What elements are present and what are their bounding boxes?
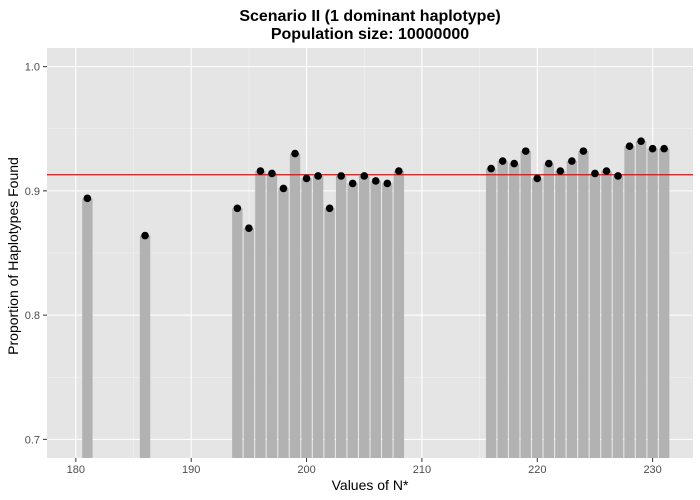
data-point: [660, 144, 668, 153]
bar: [578, 151, 589, 458]
data-point: [521, 147, 530, 155]
bar: [347, 183, 358, 458]
data-point: [83, 194, 92, 203]
bar: [509, 163, 520, 458]
x-tick-label: 220: [528, 464, 546, 476]
bar: [612, 175, 624, 458]
bar: [658, 148, 670, 459]
bar: [624, 146, 635, 458]
bar: [312, 175, 324, 458]
data-point: [360, 172, 369, 180]
bar: [359, 175, 370, 458]
data-point: [602, 167, 611, 175]
bar: [555, 171, 566, 458]
data-point: [648, 144, 657, 153]
x-tick-label: 230: [643, 464, 661, 476]
data-point: [510, 159, 518, 168]
chart-title-line1: Scenario II (1 dominant haplotype): [239, 8, 500, 25]
x-tick-label: 190: [182, 464, 200, 476]
data-point: [141, 231, 149, 240]
data-point: [268, 169, 276, 178]
bar: [589, 173, 601, 458]
data-point: [545, 159, 553, 168]
y-tick-label: 0.7: [25, 434, 40, 446]
data-point: [383, 179, 392, 188]
y-tick-label: 0.9: [25, 186, 40, 198]
bar: [266, 173, 278, 458]
bar: [520, 151, 531, 458]
bar: [335, 175, 347, 458]
bar: [532, 178, 543, 459]
bar: [289, 153, 301, 458]
bar: [232, 208, 243, 458]
bars: [82, 141, 670, 459]
data-point: [395, 167, 403, 175]
data-point: [591, 169, 599, 178]
bar: [601, 171, 612, 458]
bar: [485, 168, 497, 459]
y-tick-label: 0.8: [25, 310, 40, 322]
bar: [393, 171, 405, 458]
bar: [566, 161, 578, 458]
x-tick-label: 200: [297, 464, 315, 476]
bar: [497, 161, 508, 458]
data-point: [498, 157, 507, 165]
y-tick-label: 1.0: [25, 62, 40, 74]
chart-title-line2: Population size: 10000000: [271, 26, 469, 43]
data-point: [487, 164, 495, 173]
data-point: [337, 172, 345, 180]
data-point: [256, 167, 265, 175]
data-point: [568, 157, 576, 165]
x-axis: 180 190 200 210 220 230: [67, 458, 662, 476]
data-point: [579, 147, 588, 155]
bar: [139, 235, 151, 458]
y-axis-title: Proportion of Haplotypes Found: [5, 157, 21, 355]
bar: [255, 171, 266, 458]
bar: [543, 163, 554, 458]
bar: [278, 188, 289, 459]
data-point: [371, 177, 380, 185]
bar: [243, 228, 255, 458]
data-point: [625, 142, 634, 150]
y-axis: 0.7 0.8 0.9 1.0: [25, 62, 47, 446]
data-point: [245, 224, 253, 232]
data-point: [348, 179, 357, 188]
bar: [82, 198, 93, 459]
data-point: [533, 174, 542, 183]
bar: [301, 178, 312, 459]
data-point: [302, 174, 311, 183]
data-point: [233, 204, 242, 213]
bar: [370, 180, 381, 458]
x-axis-title: Values of N*: [332, 477, 409, 493]
data-point: [614, 172, 622, 180]
data-point: [291, 149, 299, 158]
data-point: [325, 204, 334, 213]
x-tick-label: 210: [413, 464, 431, 476]
bar: [647, 148, 658, 459]
data-point: [279, 184, 288, 193]
data-point: [314, 172, 322, 180]
points: [83, 137, 668, 240]
bar: [635, 141, 647, 458]
bar: [324, 208, 335, 458]
data-point: [637, 137, 645, 145]
data-point: [556, 167, 565, 175]
x-tick-label: 180: [67, 464, 85, 476]
bar: [382, 183, 393, 458]
